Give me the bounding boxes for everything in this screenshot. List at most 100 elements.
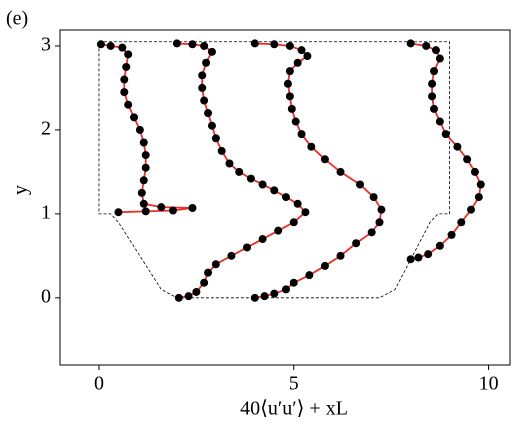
- profile-point: [188, 40, 197, 49]
- profile-point: [118, 43, 127, 52]
- profile-point: [320, 155, 329, 164]
- profile-point: [367, 228, 376, 237]
- profile-point: [470, 167, 479, 176]
- profile-point: [198, 71, 207, 80]
- profile-point: [130, 113, 139, 122]
- y-tick-label: 0: [41, 285, 51, 307]
- profile-point: [258, 235, 267, 244]
- profile-point: [356, 180, 364, 189]
- profile-point: [124, 100, 133, 109]
- profile-point: [96, 40, 105, 49]
- profile-point: [141, 207, 150, 216]
- profile-point: [301, 208, 310, 217]
- profile-point: [474, 193, 483, 202]
- profile-line: [100, 43, 193, 214]
- profile-point: [430, 67, 439, 76]
- profile-point: [157, 203, 166, 212]
- profile-point: [369, 193, 378, 202]
- profile-point: [207, 47, 216, 56]
- profile-point: [428, 79, 437, 88]
- profile-point: [289, 278, 298, 287]
- profile-point: [114, 208, 123, 217]
- profile-line: [254, 42, 383, 299]
- profile-point: [168, 206, 177, 215]
- plot-frame: [59, 29, 511, 366]
- profile-point: [424, 250, 433, 259]
- y-tick-label: 3: [41, 34, 51, 56]
- profile-point: [336, 167, 345, 176]
- profile-point: [135, 125, 144, 134]
- profile-point: [320, 261, 329, 270]
- profile-point: [141, 151, 150, 160]
- profile-point: [258, 180, 267, 189]
- profile-point: [139, 176, 148, 185]
- x-axis-label: 40⟨u′u′⟩ + xL: [240, 398, 348, 420]
- profile-point: [441, 130, 450, 139]
- profile-point: [211, 260, 220, 269]
- profile-point: [406, 255, 415, 264]
- profile-point: [204, 268, 213, 277]
- profile-point: [293, 199, 302, 208]
- profile-point: [430, 104, 439, 113]
- profile-point: [297, 130, 306, 139]
- y-axis-label: y: [10, 185, 32, 195]
- profile-point: [250, 39, 259, 48]
- profile-point: [435, 54, 444, 63]
- profile-point: [243, 243, 252, 252]
- profile-point: [435, 117, 444, 126]
- profile-point: [200, 41, 209, 50]
- profile-point: [453, 142, 462, 151]
- x-tick-label: 10: [479, 373, 499, 395]
- profile-point: [246, 174, 255, 183]
- profile-point: [428, 92, 437, 101]
- profile-point: [336, 251, 345, 260]
- profile-point: [225, 159, 234, 168]
- profile-point: [137, 188, 146, 197]
- profile-point: [283, 79, 292, 88]
- profile-point: [270, 40, 279, 49]
- profile-point: [293, 58, 302, 67]
- x-tick-label: 0: [94, 373, 104, 395]
- profile-point: [188, 203, 197, 212]
- profile-point: [463, 155, 472, 164]
- profile-point: [139, 138, 148, 147]
- profile-point: [192, 287, 201, 296]
- profile-point: [297, 46, 306, 55]
- profile-point: [211, 134, 220, 143]
- profile-point: [352, 239, 361, 248]
- profile-point: [124, 50, 133, 59]
- profile-point: [291, 117, 300, 126]
- profile-point: [200, 96, 209, 105]
- profile-point: [307, 142, 316, 151]
- profile-point: [281, 285, 290, 294]
- profile-point: [431, 46, 440, 55]
- profile-point: [287, 104, 296, 113]
- profile-point: [207, 121, 216, 130]
- profile-point: [274, 226, 283, 235]
- profile-point: [174, 293, 183, 302]
- profile-point: [270, 186, 279, 195]
- profile-point: [270, 289, 279, 298]
- profile-line: [410, 42, 482, 261]
- profile-point: [285, 67, 294, 76]
- profile-point: [435, 241, 444, 250]
- profile-point: [250, 293, 259, 302]
- profile-point: [227, 251, 236, 260]
- profile-point: [281, 193, 290, 202]
- profile-point: [260, 292, 269, 301]
- profile-point: [106, 41, 115, 50]
- y-tick-label: 2: [41, 118, 51, 140]
- profile-point: [139, 199, 148, 208]
- profile-point: [457, 218, 466, 227]
- profile-point: [122, 62, 131, 71]
- profile-point: [235, 167, 244, 176]
- profile-point: [414, 253, 423, 262]
- profile-point: [120, 88, 129, 97]
- profile-point: [172, 39, 181, 48]
- profile-point: [406, 39, 415, 48]
- profile-point: [377, 205, 386, 214]
- profile-point: [198, 83, 207, 92]
- profile-point: [200, 278, 209, 287]
- profile-point: [285, 92, 294, 101]
